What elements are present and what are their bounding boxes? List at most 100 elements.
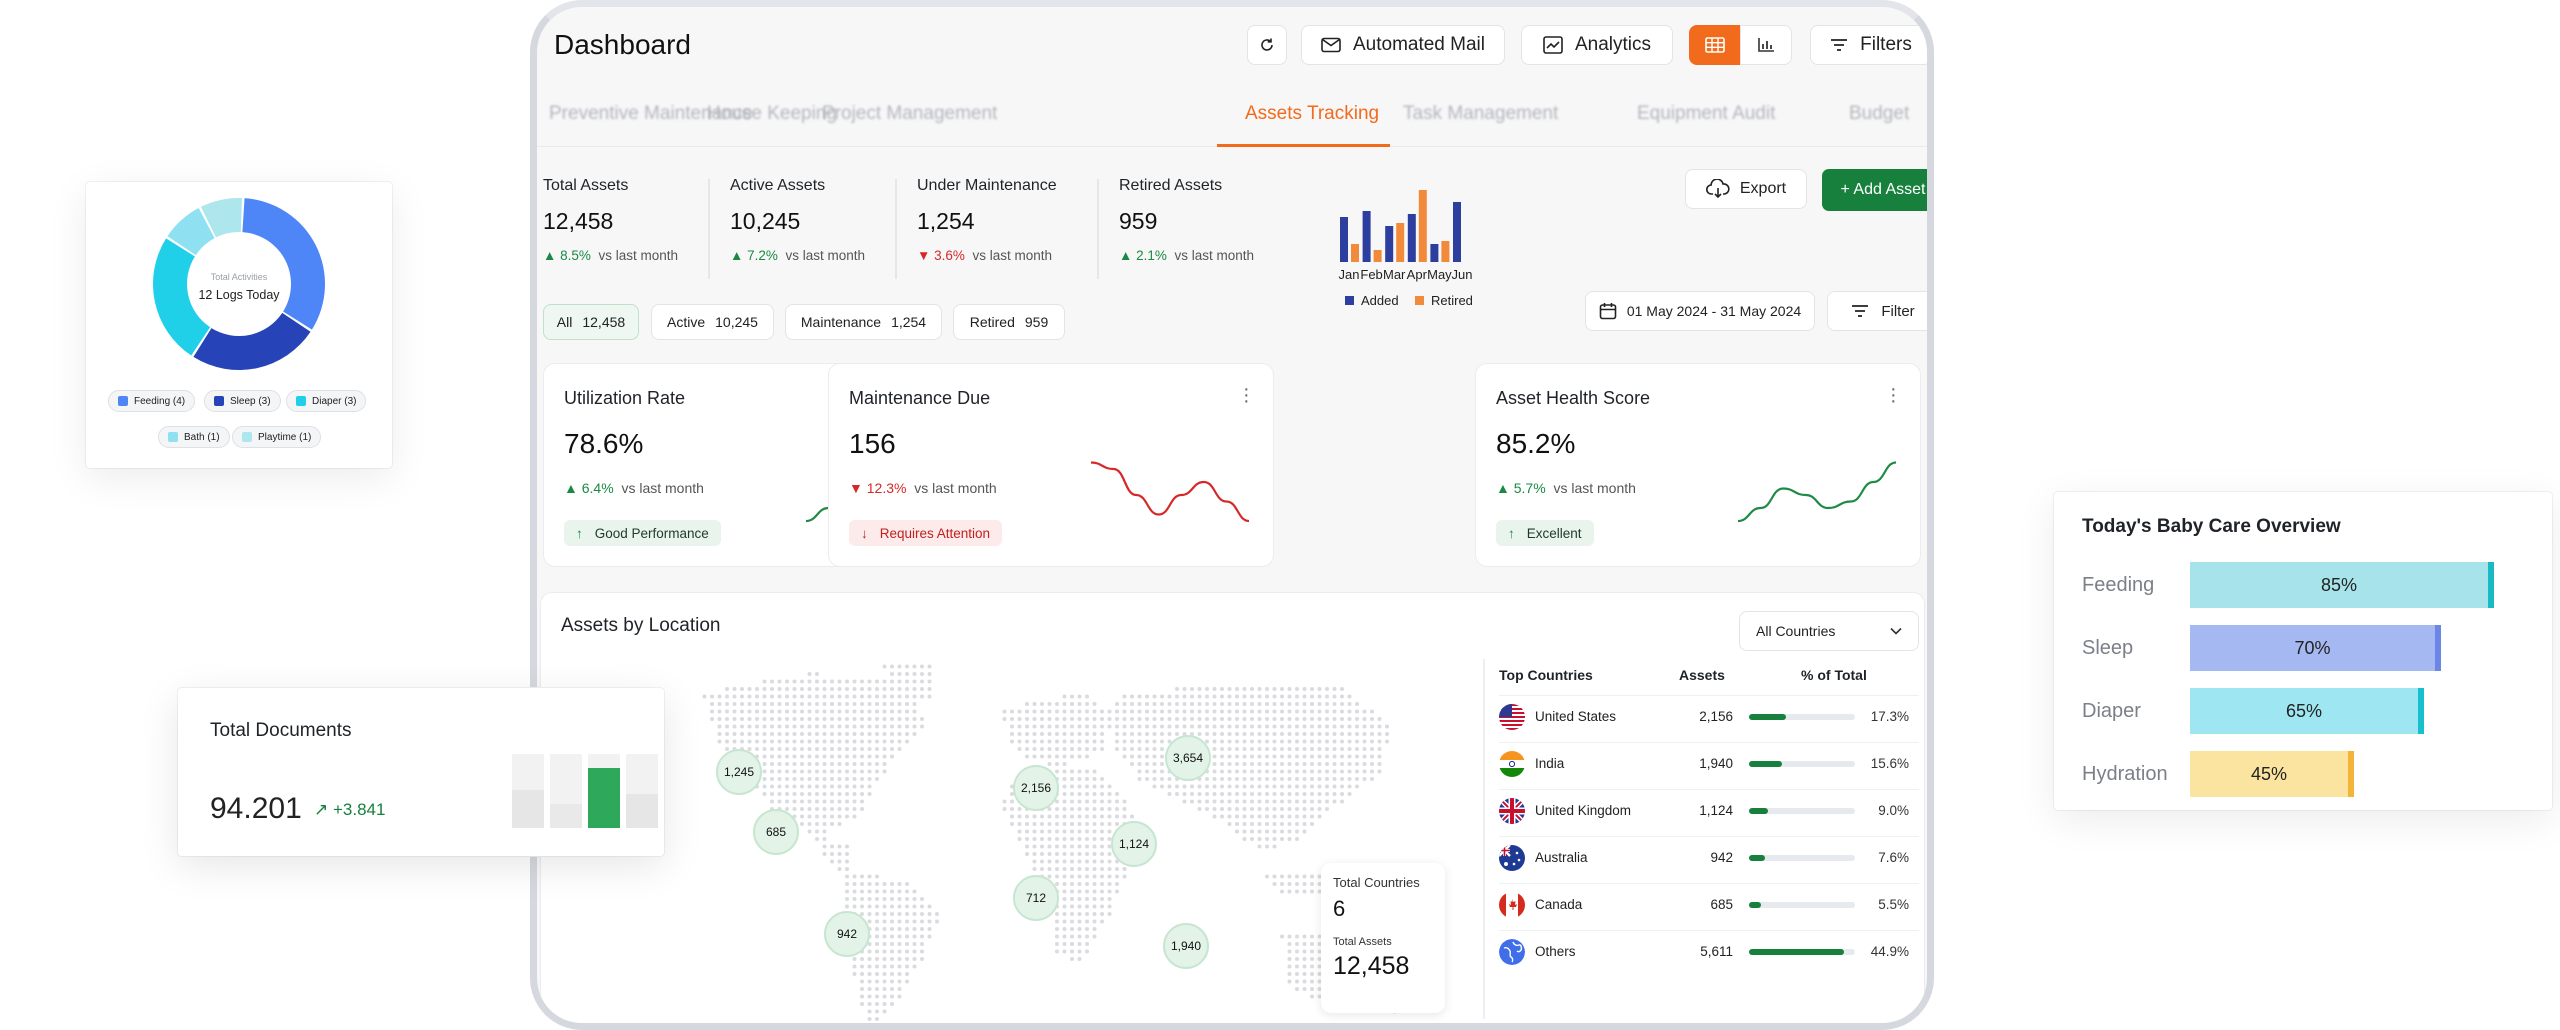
analytics-label: Analytics bbox=[1574, 34, 1652, 55]
country-name: United Kingdom bbox=[1535, 803, 1632, 818]
legend-label: Bath (1) bbox=[184, 431, 220, 443]
table-row[interactable]: Others 5,611 44.9% bbox=[1499, 930, 1919, 976]
arrow-up-icon: ↑ bbox=[576, 525, 583, 541]
care-bar: 45% bbox=[2190, 751, 2348, 797]
activities-card: Total Activities 12 Logs Today Feeding (… bbox=[86, 182, 392, 468]
map-bubble[interactable]: 3,654 bbox=[1165, 735, 1211, 781]
stat-value: 12,458 bbox=[543, 208, 614, 234]
stat-label: Under Maintenance bbox=[917, 177, 1057, 194]
change-value: 6.4% bbox=[581, 480, 614, 496]
au-flag-icon bbox=[1499, 845, 1525, 871]
automated-mail-label: Automated Mail bbox=[1352, 34, 1485, 55]
calendar-icon bbox=[1599, 303, 1617, 320]
kpi-value: 156 bbox=[849, 428, 896, 459]
map-bubble[interactable]: 712 bbox=[1013, 875, 1059, 921]
x-tick-label: Apr bbox=[1407, 267, 1428, 282]
pill-retired[interactable]: Retired 959 bbox=[953, 304, 1065, 340]
tab-preventive-maintenance[interactable]: Preventive Maintenance bbox=[549, 103, 753, 124]
country-assets: 5,611 bbox=[1700, 944, 1733, 959]
tab-house-keeping[interactable]: House Keeping bbox=[707, 103, 837, 124]
bar-retired-jan bbox=[1351, 244, 1359, 262]
trend-up-icon: ▲ bbox=[564, 480, 578, 496]
sparkline bbox=[1737, 461, 1897, 523]
filters-button[interactable]: Filters bbox=[1810, 25, 1927, 65]
care-row: Hydration 45% bbox=[2054, 751, 2552, 797]
tab-task-management[interactable]: Task Management bbox=[1403, 103, 1559, 124]
tab-budget[interactable]: Budget bbox=[1849, 103, 1910, 124]
table-view-button[interactable] bbox=[1689, 25, 1741, 65]
trend-up-icon: ▲ bbox=[543, 248, 557, 263]
change-suffix: vs last month bbox=[1174, 248, 1254, 263]
table-row[interactable]: United States 2,156 17.3% bbox=[1499, 695, 1919, 741]
map-bubble[interactable]: 942 bbox=[824, 911, 870, 957]
arrow-down-icon: ↓ bbox=[861, 525, 868, 541]
care-percent: 85% bbox=[2320, 574, 2358, 595]
chart-view-button[interactable] bbox=[1740, 25, 1792, 65]
divider bbox=[1483, 659, 1485, 1019]
table-row[interactable]: India 1,940 15.6% bbox=[1499, 742, 1919, 788]
stat-retired-assets: Retired Assets 959 ▲ 2.1% vs last month bbox=[1119, 177, 1299, 263]
analytics-button[interactable]: Analytics bbox=[1521, 25, 1673, 65]
assets-by-location-panel: Assets by Location All Countries 1,245 6… bbox=[540, 592, 1925, 1023]
share-bar bbox=[1749, 761, 1855, 767]
map-bubble[interactable]: 685 bbox=[753, 809, 799, 855]
bar-retired-may bbox=[1441, 241, 1450, 262]
table-row[interactable]: United Kingdom 1,124 9.0% bbox=[1499, 789, 1919, 835]
filter-button[interactable]: Filter bbox=[1827, 291, 1927, 331]
care-label: Sleep bbox=[2082, 637, 2134, 659]
more-options-icon[interactable]: ··· bbox=[1243, 378, 1250, 412]
date-range-picker[interactable]: 01 May 2024 - 31 May 2024 bbox=[1585, 291, 1815, 331]
tab-project-management[interactable]: Project Management bbox=[822, 103, 998, 124]
country-percent: 9.0% bbox=[1878, 803, 1909, 818]
map-bubble[interactable]: 1,124 bbox=[1111, 821, 1157, 867]
legend-label: Diaper (3) bbox=[312, 395, 357, 407]
map-bubble[interactable]: 1,245 bbox=[716, 749, 762, 795]
pill-active[interactable]: Active 10,245 bbox=[651, 304, 774, 340]
kpi-asset-health-score: Asset Health Score · · · 85.2% ▲ 5.7% vs l… bbox=[1475, 363, 1921, 567]
stat-total-assets: Total Assets 12,458 ▲ 8.5% vs last month bbox=[543, 177, 723, 263]
care-label: Hydration bbox=[2082, 763, 2168, 785]
globe-flag-icon bbox=[1499, 939, 1525, 965]
care-bar-cap bbox=[2488, 562, 2494, 608]
stat-value: 1,254 bbox=[917, 208, 975, 234]
chevron-down-icon bbox=[1890, 627, 1902, 635]
pill-maintenance[interactable]: Maintenance 1,254 bbox=[785, 304, 942, 340]
automated-mail-button[interactable]: Automated Mail bbox=[1301, 25, 1505, 65]
x-tick-label: May bbox=[1427, 267, 1452, 282]
map-bubble[interactable]: 2,156 bbox=[1013, 765, 1059, 811]
added-retired-bar-chart: Jan Feb Mar Apr May Jun Added Retired bbox=[1339, 190, 1473, 308]
stat-under-maintenance: Under Maintenance 1,254 ▼ 3.6% vs last m… bbox=[917, 177, 1097, 263]
stat-active-assets: Active Assets 10,245 ▲ 7.2% vs last mont… bbox=[730, 177, 910, 263]
table-row[interactable]: Canada 685 5.5% bbox=[1499, 883, 1919, 929]
care-percent: 45% bbox=[2250, 763, 2288, 784]
more-tabs-icon[interactable]: ⋯ bbox=[1927, 99, 1934, 124]
total-countries-label: Total Countries bbox=[1333, 875, 1420, 890]
trend-up-icon: ▲ bbox=[730, 248, 744, 263]
legend-label: Retired bbox=[1431, 293, 1473, 308]
pill-all[interactable]: All 12,458 bbox=[543, 304, 639, 340]
badge-label: Requires Attention bbox=[879, 525, 991, 541]
sparkline bbox=[1090, 461, 1250, 523]
active-tab-indicator bbox=[1217, 144, 1390, 147]
more-options-icon[interactable]: ··· bbox=[1890, 378, 1897, 412]
location-summary-card: Total Countries 6 Total Assets 12,458 bbox=[1321, 863, 1445, 1013]
refresh-button[interactable] bbox=[1247, 25, 1287, 65]
pill-label: Active bbox=[667, 314, 706, 330]
add-asset-button[interactable]: + Add Asset bbox=[1822, 169, 1927, 211]
pill-label: All bbox=[556, 314, 573, 330]
change-suffix: vs last month bbox=[621, 480, 704, 496]
tab-equipment-audit[interactable]: Equipment Audit bbox=[1637, 103, 1776, 124]
care-bar: 70% bbox=[2190, 625, 2435, 671]
bar-added-apr bbox=[1407, 214, 1416, 262]
table-row[interactable]: Australia 942 7.6% bbox=[1499, 836, 1919, 882]
donut-slice bbox=[242, 198, 326, 330]
donut-slice bbox=[152, 238, 211, 356]
country-select[interactable]: All Countries bbox=[1739, 611, 1919, 651]
export-button[interactable]: Export bbox=[1685, 169, 1807, 209]
care-row: Sleep 70% bbox=[2054, 625, 2552, 671]
map-bubble[interactable]: 1,940 bbox=[1163, 923, 1209, 969]
tab-assets-tracking[interactable]: Assets Tracking bbox=[1245, 103, 1380, 124]
mail-icon bbox=[1321, 37, 1341, 53]
sparkline-path bbox=[1737, 461, 1897, 523]
care-row: Diaper 65% bbox=[2054, 688, 2552, 734]
